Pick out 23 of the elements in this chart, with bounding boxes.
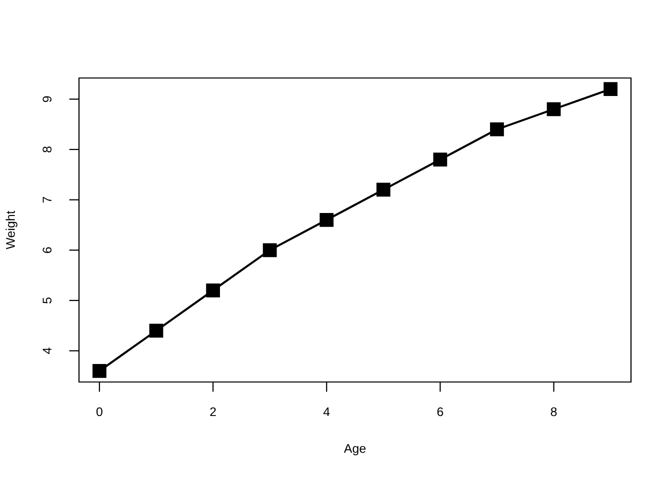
y-axis-title: Weight (6, 210, 18, 250)
y-tick-label: 9 (42, 96, 52, 102)
point (149, 324, 164, 338)
x-tick-label: 8 (550, 407, 557, 416)
point (604, 82, 618, 96)
y-tick-label: 6 (42, 247, 52, 253)
x-axis-title: Age (344, 444, 366, 456)
point (92, 364, 106, 378)
point (262, 243, 277, 258)
y-tick-label: 4 (42, 348, 52, 354)
y-tick-label: 7 (42, 196, 52, 203)
x-tick-label: 6 (437, 407, 444, 416)
x-tick-label: 2 (210, 407, 216, 416)
point (206, 283, 220, 298)
y-tick-label: 8 (42, 146, 52, 152)
point (546, 102, 561, 116)
x-tick-label: 4 (323, 407, 330, 416)
point (433, 152, 448, 166)
point (490, 122, 504, 136)
point (320, 212, 334, 227)
y-tick-label: 5 (42, 298, 52, 304)
x-tick-label: 0 (96, 407, 102, 416)
point (376, 182, 390, 197)
